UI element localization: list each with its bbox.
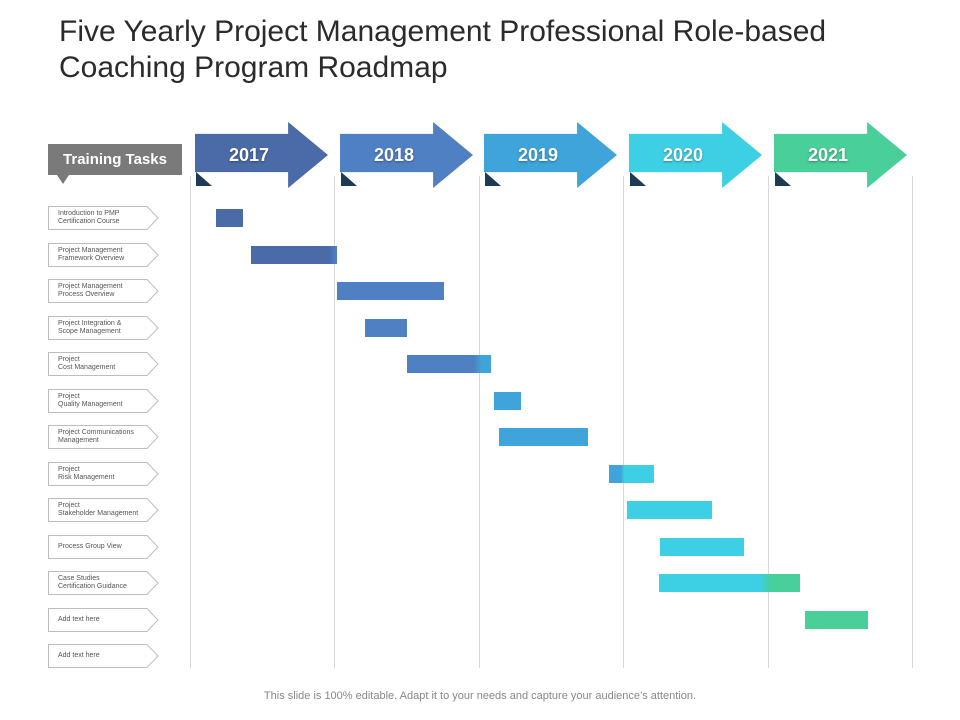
task-tag-shape (48, 534, 159, 559)
task-tag-shape (48, 279, 159, 303)
gantt-bar (216, 209, 244, 227)
footer-note: This slide is 100% editable. Adapt it to… (263, 690, 697, 702)
gridline-0 (190, 176, 191, 668)
year-label: 2021 (807, 145, 849, 165)
year-arrow-2017: 2017 (195, 122, 328, 188)
task-tag: Process Group View (48, 534, 159, 559)
task-tag: Project Risk Management (48, 461, 159, 486)
title-line-2: Coaching Program Roadmap (59, 51, 448, 84)
task-label: Project Integration & Scope Management (58, 319, 122, 335)
task-tag: Introduction to PMP Certification Course (48, 206, 159, 230)
task-label: Project Risk Management (58, 465, 115, 481)
gantt-bar (499, 428, 588, 446)
task-tag: Project Management Framework Overview (48, 242, 159, 267)
gantt-bar (658, 574, 801, 592)
task-tag-shape (48, 206, 159, 230)
task-tag: Project Management Process Overview (48, 279, 159, 303)
year-arrow-fold (341, 172, 357, 186)
year-arrow-fold (485, 172, 501, 186)
gridline-4 (768, 176, 769, 668)
gantt-bar (659, 537, 744, 556)
year-label: 2017 (228, 145, 270, 165)
task-tag-shape (48, 242, 159, 267)
year-arrow-2019: 2019 (484, 122, 617, 188)
task-tag: Add text here (48, 607, 159, 632)
gantt-bar (493, 391, 522, 410)
gantt-bar (406, 355, 491, 373)
page-title: Five Yearly Project Management Professio… (59, 14, 939, 86)
gantt-bar (609, 464, 655, 483)
year-label: 2018 (373, 145, 415, 165)
task-tag: Project Stakeholder Management (48, 498, 159, 522)
task-tag: Project Quality Management (48, 388, 159, 413)
task-tag: Project Cost Management (48, 352, 159, 376)
gantt-bar (337, 282, 445, 300)
task-tag-shape (48, 461, 159, 486)
task-tag-shape (48, 607, 159, 632)
task-tag: Project Integration & Scope Management (48, 315, 159, 340)
year-label: 2020 (662, 145, 704, 165)
task-label: Introduction to PMP Certification Course (58, 210, 120, 225)
task-tag-shape (48, 425, 159, 449)
task-label: Project Quality Management (58, 392, 123, 408)
task-label: Project Stakeholder Management (58, 502, 139, 517)
task-tag-shape (48, 571, 159, 595)
gantt-bar (626, 501, 712, 519)
gantt-bar (250, 245, 338, 264)
year-arrow-fold (775, 172, 791, 186)
gridline-2 (479, 176, 480, 668)
task-label: Project Communications Management (58, 429, 134, 444)
year-label: 2019 (517, 145, 559, 165)
task-tag-shape (48, 644, 159, 668)
year-arrow-2018: 2018 (340, 122, 473, 188)
year-arrow-fold (630, 172, 646, 186)
task-label: Project Cost Management (58, 356, 116, 371)
task-label: Project Management Framework Overview (58, 246, 125, 262)
task-label: Process Group View (58, 542, 122, 550)
gantt-bar (364, 318, 407, 337)
training-tasks-header: Training Tasks (48, 144, 182, 184)
task-tag-shape (48, 388, 159, 413)
task-label: Case Studies Certification Guidance (58, 575, 127, 590)
task-tag-shape (48, 498, 159, 522)
year-arrow-2021: 2021 (774, 122, 907, 188)
gantt-bar (804, 610, 869, 629)
year-arrow-2020: 2020 (629, 122, 762, 188)
gridline-1 (334, 176, 335, 668)
task-label: Add text here (58, 652, 100, 659)
task-tag: Case Studies Certification Guidance (48, 571, 159, 595)
gridline-5 (912, 176, 913, 668)
task-label: Add text here (58, 615, 100, 623)
task-tag: Add text here (48, 644, 159, 668)
task-tag: Project Communications Management (48, 425, 159, 449)
year-arrow-fold (196, 172, 212, 186)
task-tag-shape (48, 352, 159, 376)
title-line-1: Five Yearly Project Management Professio… (59, 15, 827, 48)
task-tag-shape (48, 315, 159, 340)
task-label: Project Management Process Overview (58, 283, 123, 298)
gridline-3 (623, 176, 624, 668)
